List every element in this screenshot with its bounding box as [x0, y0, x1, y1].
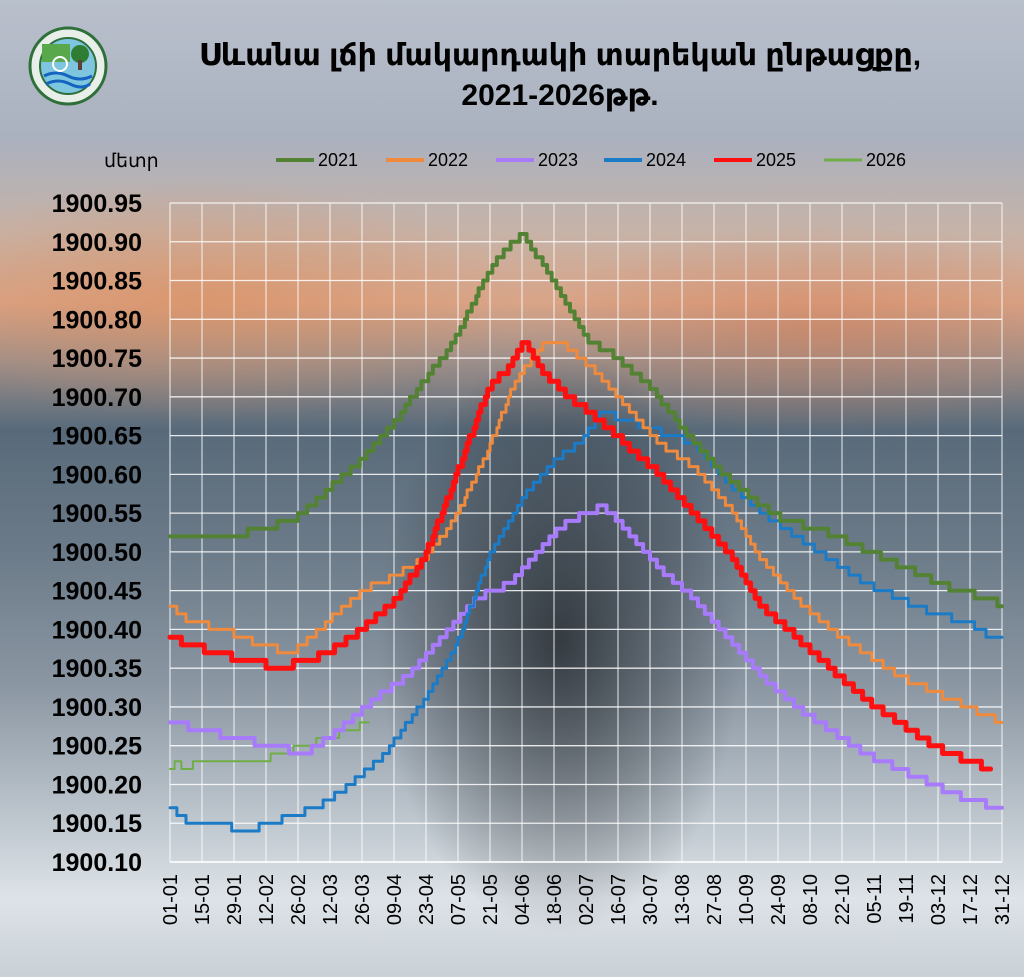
x-tick-label: 05-11 — [864, 874, 886, 924]
x-tick-label: 23-04 — [416, 874, 438, 925]
legend-label-2026: 2026 — [866, 150, 906, 170]
x-tick-label: 16-07 — [608, 874, 630, 925]
y-axis-label: մետր — [104, 151, 159, 172]
y-tick-label: 1900.70 — [52, 384, 142, 412]
x-tick-label: 03-12 — [928, 874, 950, 925]
x-tick-label: 29-01 — [224, 874, 246, 925]
x-tick-label: 22-10 — [832, 874, 854, 925]
y-tick-label: 1900.10 — [52, 849, 142, 877]
x-tick-label: 08-10 — [800, 874, 822, 925]
y-tick-label: 1900.15 — [52, 810, 142, 838]
y-tick-label: 1900.75 — [52, 345, 142, 373]
y-tick-label: 1900.30 — [52, 694, 142, 722]
x-tick-label: 17-12 — [960, 874, 982, 925]
series-line-2024 — [168, 410, 1004, 833]
y-tick-label: 1900.95 — [52, 190, 142, 218]
x-tick-label: 04-06 — [512, 874, 534, 925]
x-tick-label: 19-11 — [896, 874, 918, 924]
x-tick-label: 21-05 — [480, 874, 502, 925]
x-tick-label: 24-09 — [768, 874, 790, 925]
series-line-2025 — [167, 340, 994, 772]
y-tick-label: 1900.40 — [52, 616, 142, 644]
legend-label-2023: 2023 — [538, 150, 578, 170]
y-tick-label: 1900.20 — [52, 771, 142, 799]
chart-title-line1: Սևանա լճի մակարդակի տարեկան ընթացքը, — [198, 39, 922, 72]
x-tick-label: 12-02 — [256, 874, 278, 925]
y-tick-label: 1900.60 — [52, 461, 142, 489]
series-line-2023 — [168, 503, 1004, 810]
x-tick-label: 30-07 — [640, 874, 662, 925]
legend: 2021 2022 2023 2024 2025 2026 — [276, 150, 906, 170]
x-tick-label: 01-01 — [160, 874, 182, 925]
x-tick-label: 02-07 — [576, 874, 598, 925]
x-tick-label: 07-05 — [448, 874, 470, 925]
y-axis: 1900.10 1900.15 1900.20 1900.25 1900.30 1900.… — [52, 190, 142, 877]
y-tick-label: 1900.80 — [52, 306, 142, 334]
legend-label-2022: 2022 — [428, 150, 468, 170]
x-tick-label: 26-03 — [352, 874, 374, 925]
y-tick-label: 1900.35 — [52, 655, 142, 683]
x-tick-label: 09-04 — [384, 874, 406, 925]
x-tick-label: 12-03 — [320, 874, 342, 925]
logo — [28, 26, 108, 106]
series-layer — [167, 232, 1004, 833]
y-tick-label: 1900.85 — [52, 268, 142, 296]
series-line-2021 — [168, 232, 1004, 609]
legend-label-2025: 2025 — [756, 150, 796, 170]
y-tick-label: 1900.50 — [52, 539, 142, 567]
x-tick-label: 13-08 — [672, 874, 694, 925]
y-tick-label: 1900.25 — [52, 733, 142, 761]
x-tick-label: 18-06 — [544, 874, 566, 925]
x-tick-label: 27-08 — [704, 874, 726, 925]
y-tick-label: 1900.90 — [52, 229, 142, 257]
y-tick-label: 1900.45 — [52, 578, 142, 606]
x-tick-label: 26-02 — [288, 874, 310, 925]
x-tick-label: 15-01 — [192, 874, 214, 925]
y-tick-label: 1900.55 — [52, 500, 142, 528]
series-line-2022 — [168, 341, 1004, 724]
x-tick-label: 10-09 — [736, 874, 758, 925]
legend-label-2024: 2024 — [646, 150, 686, 170]
chart-title-line2: 2021-2026թթ. — [461, 79, 659, 112]
y-tick-label: 1900.65 — [52, 423, 142, 451]
x-axis: 01-01 15-01 29-01 12-02 26-02 12-03 26-03 09-04… — [160, 874, 1014, 925]
x-tick-label: 31-12 — [992, 874, 1014, 925]
legend-label-2021: 2021 — [318, 150, 358, 170]
